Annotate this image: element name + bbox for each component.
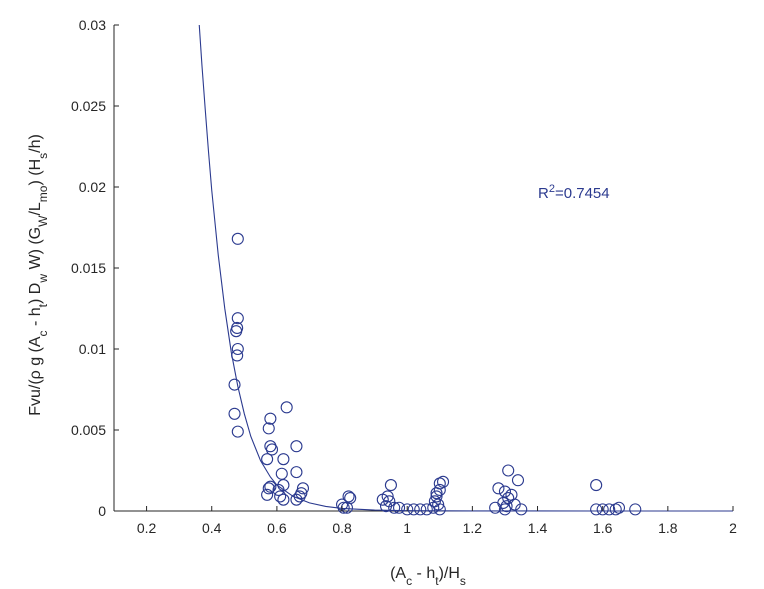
x-axis-ticks: 0.2 0.4 0.6 0.8 1 1.2 1.4 1.6 1.8 2 [137, 506, 737, 536]
data-point [262, 422, 275, 435]
data-point [280, 401, 293, 414]
y-tick-label: 0.02 [79, 179, 106, 195]
data-point [290, 440, 303, 453]
data-point [277, 453, 290, 466]
data-point [590, 479, 603, 492]
data-point [384, 479, 397, 492]
y-tick-label: 0.025 [71, 98, 106, 114]
y-tick-label: 0.03 [79, 17, 106, 33]
data-point [489, 501, 502, 514]
data-point [420, 503, 433, 516]
data-point [393, 501, 406, 514]
x-tick-label: 0.8 [332, 520, 352, 536]
x-axis-label: (Ac - ht)/Hs [390, 565, 466, 588]
data-point [264, 412, 277, 425]
x-tick-label: 1.8 [658, 520, 678, 536]
x-tick-label: 1.6 [593, 520, 613, 536]
y-tick-label: 0.015 [71, 260, 106, 276]
data-point [515, 503, 528, 516]
data-point [265, 443, 279, 456]
data-point [436, 475, 450, 488]
plot-axes [113, 25, 733, 512]
r-squared-annotation: R2=0.7454 [538, 183, 610, 202]
data-point [290, 466, 303, 479]
data-point [376, 493, 389, 506]
data-point [492, 482, 505, 495]
data-point [275, 467, 288, 480]
data-point [231, 425, 244, 438]
data-point [511, 474, 525, 487]
data-point [498, 485, 512, 498]
data-point [264, 480, 277, 493]
data-point [407, 503, 420, 516]
data-point [293, 490, 306, 503]
x-tick-label: 2 [729, 520, 737, 536]
data-point [296, 482, 310, 495]
data-point [272, 483, 285, 496]
data-point [502, 464, 515, 477]
data-point [344, 491, 357, 505]
data-point [612, 501, 626, 514]
data-point [262, 482, 275, 495]
x-tick-label: 1.4 [528, 520, 548, 536]
data-point [414, 503, 427, 516]
data-point [261, 453, 274, 466]
data-point [277, 493, 290, 506]
data-point [290, 493, 303, 506]
y-tick-label: 0.01 [79, 341, 106, 357]
scatter-points-layer [228, 232, 642, 516]
data-point [401, 503, 414, 516]
fit-curve-layer [198, 24, 733, 512]
data-point [337, 501, 350, 514]
data-point [379, 500, 393, 513]
data-point [629, 503, 642, 516]
x-tick-label: 1 [403, 520, 411, 536]
data-point [590, 503, 603, 516]
data-point [502, 491, 515, 505]
data-point [433, 503, 446, 516]
data-point [274, 490, 287, 503]
y-tick-label: 0.005 [71, 422, 106, 438]
y-tick-label: 0 [98, 503, 106, 519]
data-point [498, 503, 512, 516]
data-point [228, 378, 241, 391]
data-point [433, 483, 446, 496]
data-point [277, 479, 290, 492]
data-point [261, 488, 274, 501]
x-tick-label: 0.6 [267, 520, 287, 536]
data-point [231, 232, 244, 245]
x-tick-label: 0.2 [137, 520, 157, 536]
data-point [427, 501, 440, 514]
data-point [596, 503, 609, 516]
data-point [231, 342, 244, 356]
data-point [231, 349, 244, 362]
data-point [603, 503, 616, 516]
data-point [342, 490, 355, 503]
y-axis-label: Fvu/(ρ g (Ac - ht) Dw W) (GW/Lmo) (Hs/h) [27, 134, 50, 416]
data-point [231, 312, 244, 325]
y-axis-ticks: 0 0.005 0.01 0.015 0.02 0.025 0.03 [71, 17, 119, 519]
data-point [230, 325, 243, 338]
x-tick-label: 1.2 [463, 520, 483, 536]
x-tick-label: 0.4 [202, 520, 222, 536]
data-point [430, 490, 443, 503]
data-point [228, 407, 241, 420]
data-point [388, 501, 401, 514]
data-point [430, 487, 443, 500]
fit-curve [198, 24, 733, 512]
